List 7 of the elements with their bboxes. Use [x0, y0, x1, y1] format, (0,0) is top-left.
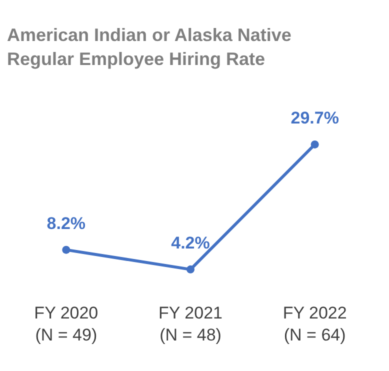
data-label: 8.2%	[46, 214, 86, 233]
x-tick-label: FY 2022 (N = 64)	[282, 304, 347, 344]
data-label: 4.2%	[171, 233, 210, 252]
data-label: 29.7%	[290, 108, 339, 128]
x-tick-label: FY 2021 (N = 48)	[158, 304, 222, 344]
x-tick-label: FY 2020 (N = 49)	[34, 304, 98, 344]
chart-title: American Indian or Alaska Native Regular Employee Hiring Rate	[7, 25, 292, 69]
